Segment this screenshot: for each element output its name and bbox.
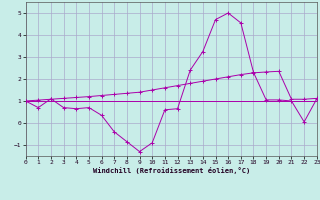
X-axis label: Windchill (Refroidissement éolien,°C): Windchill (Refroidissement éolien,°C) — [92, 167, 250, 174]
